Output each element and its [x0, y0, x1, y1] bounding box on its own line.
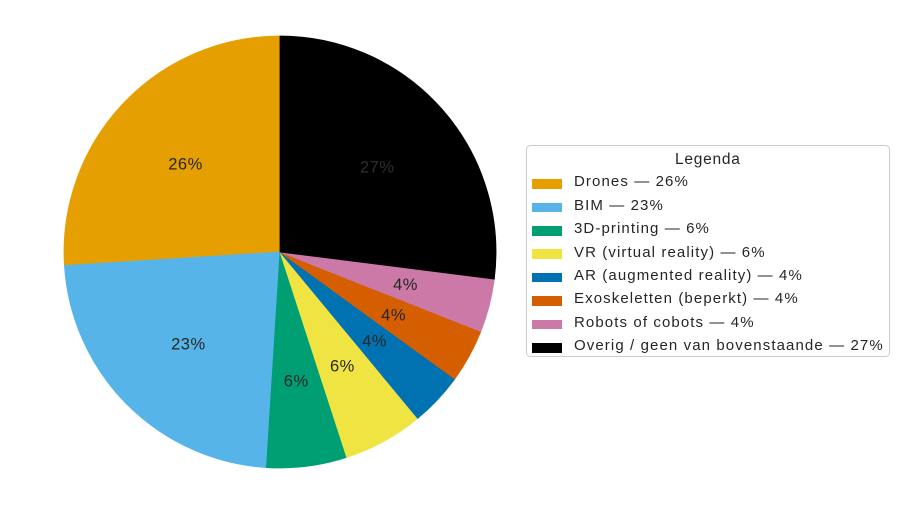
svg-text:6%: 6%	[330, 358, 355, 376]
svg-text:4%: 4%	[362, 333, 387, 351]
svg-text:6%: 6%	[284, 373, 309, 391]
svg-text:27%: 27%	[360, 158, 395, 176]
svg-text:26%: 26%	[168, 155, 203, 173]
svg-text:23%: 23%	[171, 336, 206, 354]
svg-text:4%: 4%	[381, 306, 406, 324]
svg-text:4%: 4%	[393, 276, 418, 294]
